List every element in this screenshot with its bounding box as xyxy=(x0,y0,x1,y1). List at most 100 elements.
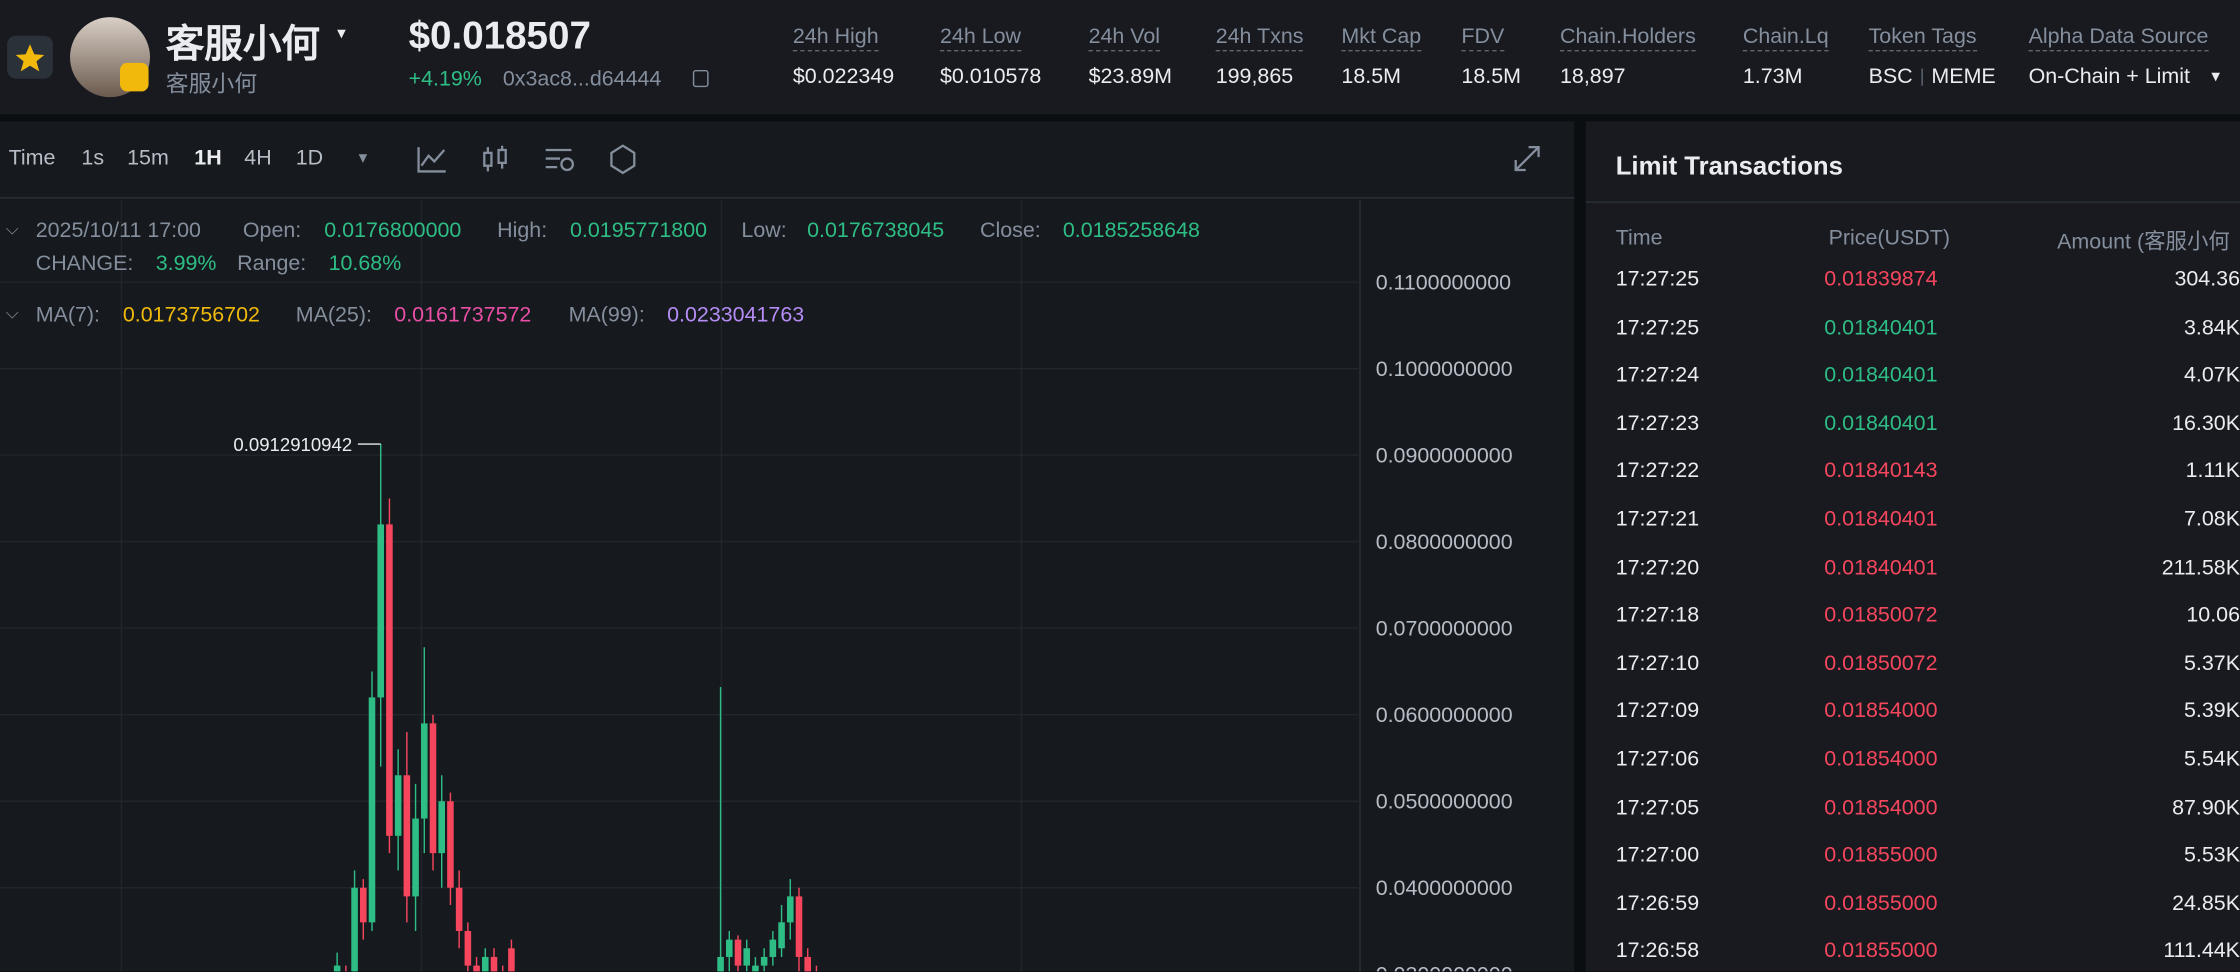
tx-price: 0.01855000 xyxy=(1824,843,1938,868)
token-name[interactable]: 客服小何 xyxy=(165,22,320,66)
divider xyxy=(0,197,1575,199)
column-header: Amount (客服小何 xyxy=(2057,229,2230,255)
stat-value: $23.89M xyxy=(1088,64,1172,89)
dropdown-caret[interactable]: ▾ xyxy=(337,22,346,43)
ohlc-range: 10.68% xyxy=(328,251,402,276)
tx-time: 17:27:00 xyxy=(1615,843,1700,868)
tx-price: 0.01840143 xyxy=(1824,459,1938,484)
favorite-button[interactable] xyxy=(7,35,53,79)
y-tick-label: 0.0800000000 xyxy=(1376,530,1513,554)
y-tick-label: 0.0400000000 xyxy=(1376,876,1513,900)
column-header: Price(USDT) xyxy=(1828,225,1950,250)
tx-amount: 7.08K xyxy=(2183,507,2240,532)
tx-amount: 24.85K xyxy=(2172,891,2240,916)
stat-label: FDV xyxy=(1461,24,1505,52)
address[interactable]: 0x3ac8...d64444 xyxy=(502,67,662,92)
interval-button[interactable]: 15m xyxy=(127,145,169,170)
y-tick-label: 0.0300000000 xyxy=(1376,962,1513,971)
ma-label: MA(7): xyxy=(35,302,100,328)
tx-price: 0.01854000 xyxy=(1824,747,1938,772)
candle-body xyxy=(403,775,411,897)
tx-price: 0.01850072 xyxy=(1824,603,1938,628)
collapse-caret[interactable]: ⌵ xyxy=(5,218,19,239)
tx-time: 17:27:20 xyxy=(1615,555,1700,580)
divider xyxy=(1921,68,1923,86)
tx-price: 0.01840401 xyxy=(1824,315,1938,340)
candle-body xyxy=(743,948,750,966)
chart-panel: Time 1s 15m 1H 4H 1D ▾ 0.1100000000 0.100000000… xyxy=(0,121,1575,972)
candlestick-chart: 0.1100000000 0.1000000000 0.0900000000 0.08… xyxy=(0,199,1513,972)
source-select[interactable]: On-Chain + Limit xyxy=(2028,64,2190,89)
stat-label: 24h Txns xyxy=(1215,24,1304,52)
tx-price: 0.01840401 xyxy=(1824,411,1938,436)
tx-time: 17:27:05 xyxy=(1615,795,1700,820)
stat-label: 24h High xyxy=(792,24,879,52)
ma-value: 0.0233041763 xyxy=(667,302,805,328)
stat-value: 199,865 xyxy=(1215,64,1294,89)
ohlc-change-label: CHANGE: xyxy=(35,251,134,276)
tx-amount: 111.44K xyxy=(2163,939,2240,964)
stat-value: 18.5M xyxy=(1341,64,1402,89)
stat-value: $0.022349 xyxy=(792,64,895,89)
indicator-icon[interactable] xyxy=(545,148,574,172)
ohlc-range-label: Range: xyxy=(237,251,307,276)
tx-price: 0.01854000 xyxy=(1824,699,1938,724)
tag: MEME xyxy=(1931,64,1996,89)
tx-price: 0.01840401 xyxy=(1824,507,1938,532)
header: 客服小何 ▾ 客服小何 $0.018507 +4.19% 0x3ac8...d6… xyxy=(0,0,2240,115)
interval-button[interactable]: 1H xyxy=(194,145,222,170)
y-tick-label: 0.0600000000 xyxy=(1376,703,1513,727)
ohlc-close: 0.0185258648 xyxy=(1062,218,1200,243)
candle-body xyxy=(473,965,480,972)
candle-body xyxy=(778,922,785,949)
candle-icon[interactable] xyxy=(483,145,507,172)
line-icon[interactable] xyxy=(417,147,446,173)
stat-value: 18.5M xyxy=(1461,64,1522,89)
fullscreen-icon[interactable] xyxy=(1511,143,1542,174)
candle-body xyxy=(429,723,437,854)
copy-icon[interactable] xyxy=(692,69,709,88)
ma-label: MA(25): xyxy=(295,302,372,328)
interval-button[interactable]: 4H xyxy=(244,145,272,170)
tx-time: 17:27:06 xyxy=(1615,747,1700,772)
candle-body xyxy=(351,887,358,972)
tx-time: 17:27:10 xyxy=(1615,651,1700,676)
tx-amount: 5.54K xyxy=(2183,747,2240,772)
stat-label: 24h Low xyxy=(939,24,1022,52)
tx-time: 17:26:58 xyxy=(1615,939,1700,964)
ma-value: 0.0161737572 xyxy=(394,302,532,328)
dropdown-caret: ▾ xyxy=(2211,65,2221,86)
chain-badge xyxy=(119,62,149,92)
candle-body xyxy=(377,524,384,698)
tx-amount: 87.90K xyxy=(2172,795,2240,820)
tx-amount: 10.06 xyxy=(2186,603,2240,628)
interval-dropdown[interactable]: ▾ xyxy=(358,147,368,168)
collapse-caret[interactable]: ⌵ xyxy=(5,302,19,323)
y-tick-label: 0.0500000000 xyxy=(1376,789,1513,813)
column-header: Time xyxy=(1615,225,1663,250)
y-tick-label: 0.1100000000 xyxy=(1376,270,1511,294)
y-tick-label: 0.0700000000 xyxy=(1376,616,1513,640)
tx-time: 17:27:25 xyxy=(1615,267,1700,292)
candle-body xyxy=(786,896,794,923)
candle-body xyxy=(359,887,367,923)
stat-label: 24h Vol xyxy=(1088,24,1161,52)
tx-price: 0.01850072 xyxy=(1824,651,1938,676)
settings-icon[interactable] xyxy=(610,144,636,175)
star-icon xyxy=(15,44,45,72)
interval-button[interactable]: 1D xyxy=(295,145,324,170)
toolbar-label: Time xyxy=(8,145,56,170)
candle-body xyxy=(447,801,454,888)
tx-time: 17:27:22 xyxy=(1615,459,1700,484)
tx-time: 17:27:24 xyxy=(1615,363,1700,388)
ohlc-high: 0.0195771800 xyxy=(569,218,708,243)
ohlc-open: 0.0176800000 xyxy=(324,218,462,243)
candle-body xyxy=(769,939,777,957)
ohlc-change: 3.99% xyxy=(155,251,217,276)
interval-button[interactable]: 1s xyxy=(81,145,105,170)
price-change: +4.19% xyxy=(408,67,482,92)
y-tick-label: 0.0900000000 xyxy=(1376,443,1513,467)
ma-value: 0.0173756702 xyxy=(122,302,260,328)
candle-body xyxy=(420,723,428,819)
